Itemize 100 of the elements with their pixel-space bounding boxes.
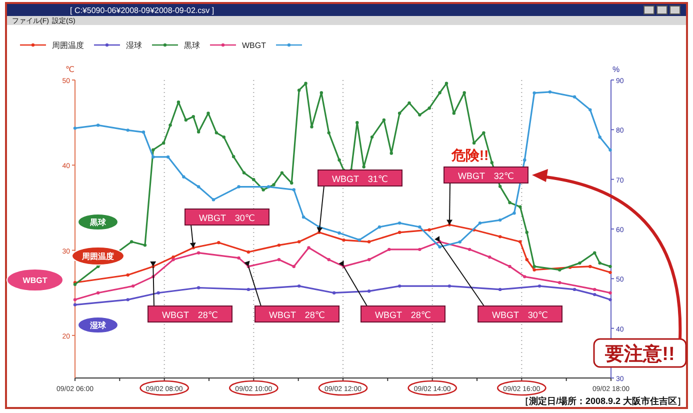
point xyxy=(598,261,602,265)
y2-axis-title: % xyxy=(612,65,620,74)
point xyxy=(297,88,301,92)
point xyxy=(272,183,276,186)
annotation: WBGT 32℃ xyxy=(458,171,514,181)
point xyxy=(342,238,346,242)
point xyxy=(448,284,452,288)
chart-title: [ C:¥5090-06¥2008-09¥2008-09-02.csv ] xyxy=(70,6,214,15)
point xyxy=(418,225,422,229)
point xyxy=(608,270,612,274)
point xyxy=(214,131,218,134)
annotation: 危険!! xyxy=(450,147,489,163)
point xyxy=(206,112,210,115)
point xyxy=(498,235,502,238)
point xyxy=(525,230,528,234)
annotation: WBGT 28℃ xyxy=(162,310,218,320)
annotation: WBGT 30℃ xyxy=(492,310,548,320)
point xyxy=(304,82,308,86)
point xyxy=(438,245,442,248)
point xyxy=(126,298,130,302)
point xyxy=(388,248,391,252)
point xyxy=(246,288,250,292)
point xyxy=(307,246,310,250)
point xyxy=(196,185,200,188)
point xyxy=(548,90,552,94)
point xyxy=(96,124,100,127)
point xyxy=(277,258,281,262)
point xyxy=(356,120,359,124)
point xyxy=(367,258,371,262)
point xyxy=(367,290,371,293)
point xyxy=(184,118,188,122)
point xyxy=(608,264,612,268)
point xyxy=(131,284,135,288)
point xyxy=(212,198,216,202)
point xyxy=(358,238,361,242)
point xyxy=(588,264,592,268)
point xyxy=(512,212,516,215)
point xyxy=(498,218,502,222)
text: WBGT xyxy=(22,276,48,285)
point xyxy=(292,264,296,268)
point xyxy=(572,288,576,292)
point xyxy=(96,291,100,294)
point xyxy=(428,106,431,110)
point xyxy=(478,221,482,225)
annotation: 周囲温度 xyxy=(81,251,114,261)
point xyxy=(196,286,200,290)
point xyxy=(490,160,494,164)
point xyxy=(518,205,522,208)
point xyxy=(538,284,542,288)
point xyxy=(398,221,402,225)
line-series xyxy=(73,82,612,286)
point xyxy=(280,171,284,174)
point xyxy=(338,158,341,162)
point xyxy=(444,82,448,86)
point xyxy=(398,284,402,288)
point xyxy=(452,112,456,115)
point xyxy=(292,188,296,192)
point xyxy=(327,258,330,262)
annotation: 黒球 xyxy=(89,218,107,227)
point xyxy=(156,291,160,294)
point xyxy=(398,112,402,115)
annotation: WBGT 30℃ xyxy=(199,213,255,223)
point xyxy=(418,113,422,117)
point xyxy=(242,171,246,174)
point xyxy=(518,240,522,244)
legend-label: 周囲温度 xyxy=(52,41,84,50)
point xyxy=(168,124,172,127)
legend-label: WBGT xyxy=(242,41,266,50)
point xyxy=(130,240,134,244)
point xyxy=(152,155,155,159)
point xyxy=(126,128,130,132)
point xyxy=(488,255,492,259)
point xyxy=(608,291,612,294)
point xyxy=(532,91,536,95)
point xyxy=(498,288,502,292)
annotation: WBGT 31℃ xyxy=(332,174,388,184)
point xyxy=(162,141,166,145)
point xyxy=(182,175,186,178)
point xyxy=(246,250,250,254)
point xyxy=(462,91,466,94)
point xyxy=(558,268,562,272)
point xyxy=(525,258,528,262)
point xyxy=(472,141,476,145)
point xyxy=(172,255,175,259)
point xyxy=(196,251,200,254)
annotation: WBGT 28℃ xyxy=(375,310,431,320)
point xyxy=(593,251,596,254)
point xyxy=(166,155,170,159)
point xyxy=(362,165,366,168)
point xyxy=(390,152,393,155)
point xyxy=(332,291,336,294)
point xyxy=(302,215,306,219)
point xyxy=(252,178,256,182)
point xyxy=(73,298,77,302)
point xyxy=(598,136,602,139)
point xyxy=(532,268,536,272)
point xyxy=(143,244,147,247)
point xyxy=(126,273,130,277)
point xyxy=(370,135,374,139)
point xyxy=(232,155,236,158)
